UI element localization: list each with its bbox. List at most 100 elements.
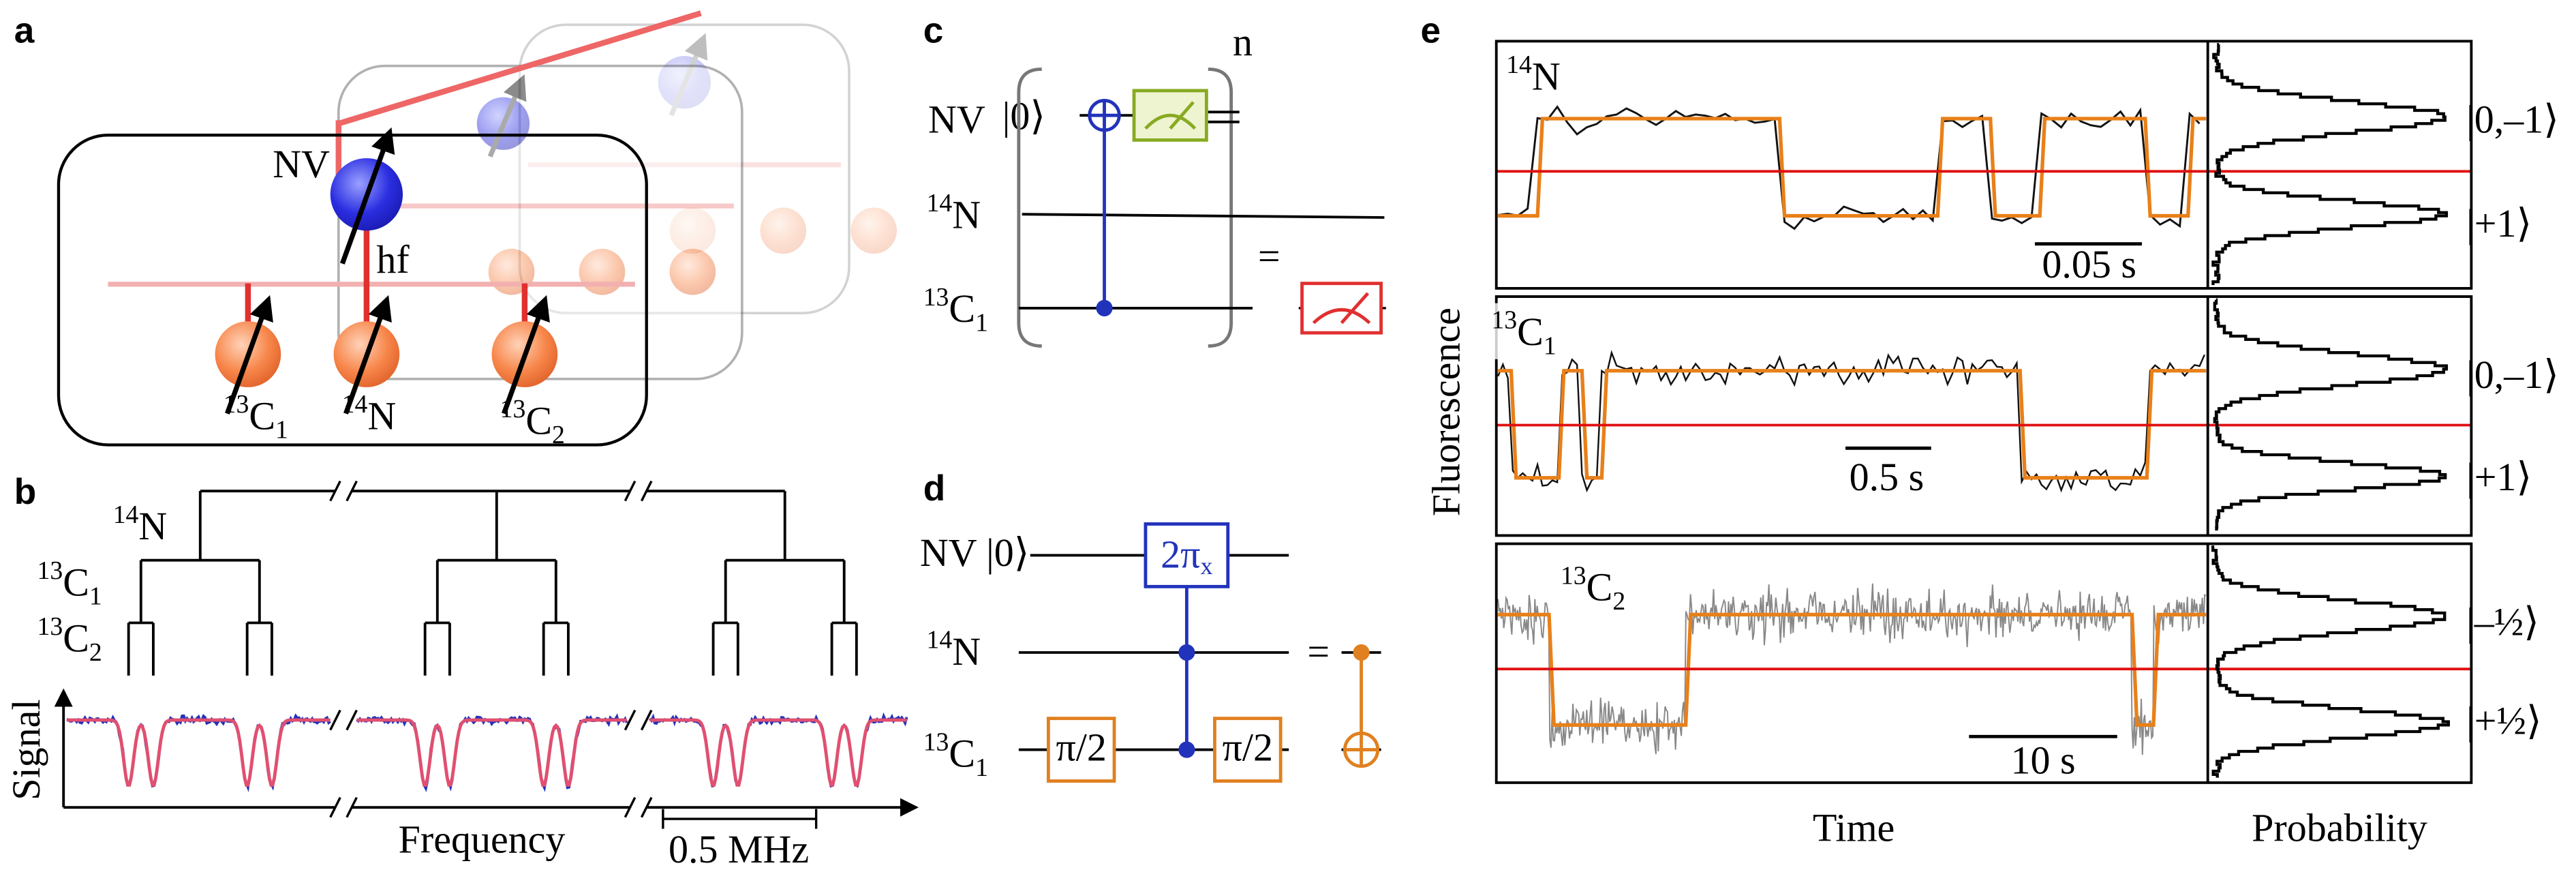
state-label: |–½⟩ [2466, 600, 2539, 644]
curve [337, 10, 702, 127]
mass-number: 13 [923, 728, 949, 756]
element: C [525, 399, 552, 443]
control [1178, 741, 1195, 758]
line [640, 709, 653, 731]
index: 1 [1544, 331, 1557, 360]
panel-label: d [923, 468, 945, 509]
control [1353, 644, 1370, 661]
side-axis-title: Probability [2252, 806, 2427, 850]
qubit-label: NV |0⟩ [920, 530, 1029, 575]
mass-number: 13 [1491, 305, 1517, 334]
label-bg [1503, 48, 1586, 104]
nucleus-label: 14N [927, 625, 981, 674]
line [640, 480, 653, 502]
line [1340, 292, 1370, 325]
nucleus-label: 14N [342, 390, 397, 438]
element: N [952, 193, 981, 237]
line [1169, 101, 1195, 130]
back-layer [337, 64, 743, 380]
mass-number: 14 [927, 189, 953, 217]
mass-number: 14 [1506, 50, 1532, 79]
nucleus-label: 14N [1506, 50, 1561, 99]
curve [1498, 117, 2207, 218]
hf-label: hf [376, 237, 410, 282]
nucleus-label: 13C1 [1491, 305, 1556, 360]
element: C [63, 560, 89, 605]
index: 1 [975, 308, 988, 337]
curve [1144, 113, 1197, 130]
trace-frame [1494, 542, 2473, 784]
nuclear-spin [488, 248, 535, 295]
gate-label: 2πx [1161, 532, 1212, 580]
curve [356, 713, 628, 792]
element: C [249, 394, 275, 438]
state-label: |+1⟩ [2466, 455, 2532, 499]
state-label: |0⟩ [1002, 94, 1045, 138]
element: N [1532, 55, 1561, 99]
mass-number: 13 [923, 283, 949, 312]
nv-spin [476, 97, 530, 150]
nuclear-spin [669, 207, 716, 254]
line [346, 796, 358, 818]
curve [2211, 43, 2449, 286]
nuclear-spin [850, 207, 898, 254]
element: C [949, 732, 975, 776]
panel-label: a [14, 10, 35, 50]
line [624, 480, 637, 502]
equals: = [1258, 234, 1281, 278]
panel-label: c [923, 10, 944, 50]
spin-arrow [487, 74, 527, 158]
break-gap [335, 796, 352, 820]
curve [649, 718, 907, 787]
scale-label: 10 s [2011, 738, 2076, 783]
scale-label: 0.05 s [2042, 242, 2136, 286]
index: 2 [552, 421, 565, 449]
trace-frame [1494, 295, 2473, 537]
gate-label: π/2 [1056, 725, 1107, 769]
index: 1 [89, 582, 102, 610]
line [1022, 213, 1385, 219]
line [624, 796, 637, 818]
curve [1497, 105, 2201, 230]
element: N [952, 629, 981, 674]
element: N [138, 504, 167, 548]
nucleus-label: 14N [113, 500, 168, 549]
gate-axis: x [1200, 552, 1212, 580]
element: C [1586, 565, 1613, 610]
nucleus-label: 13C2 [500, 395, 565, 449]
spin-arrow [339, 127, 395, 265]
curve [1208, 68, 1233, 348]
meter [1132, 89, 1208, 142]
scale-label: 0.5 MHz [669, 827, 809, 870]
nucleus-label: 13C1 [37, 556, 102, 611]
gate-label: π/2 [1223, 725, 1273, 769]
line [346, 709, 358, 731]
spin-arrow [343, 295, 392, 415]
line [640, 796, 653, 818]
line [329, 796, 341, 818]
scale-label: 0.5 s [1850, 455, 1925, 499]
panel-label: b [14, 472, 36, 512]
element: C [1517, 310, 1544, 354]
line [624, 709, 637, 731]
curve [356, 718, 627, 787]
mass-number: 13 [37, 612, 63, 641]
repeat-label: n [1233, 20, 1253, 64]
spin-arrow [669, 33, 708, 117]
state-label: |0,–1⟩ [2466, 352, 2559, 397]
gate-angle: 2π [1161, 532, 1200, 577]
curve [1312, 308, 1371, 325]
state-label: |+½⟩ [2466, 699, 2541, 743]
element: C [949, 286, 975, 331]
nucleus-label: 13C1 [224, 390, 288, 445]
nuclear-spin [579, 248, 626, 295]
state-label: |+1⟩ [2466, 201, 2532, 245]
break-gap [630, 708, 647, 732]
index: 1 [975, 753, 988, 782]
equals: = [1307, 629, 1330, 674]
line [329, 480, 341, 502]
frame [57, 133, 648, 447]
spin-arrow [225, 295, 273, 415]
